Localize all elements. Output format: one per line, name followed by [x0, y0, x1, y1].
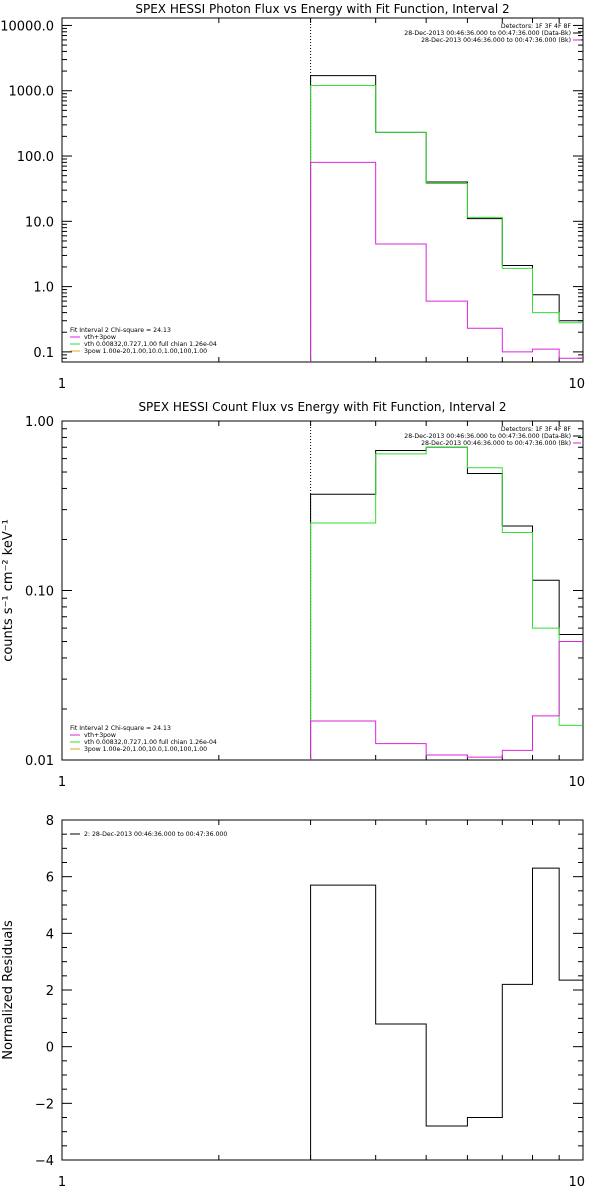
y-tick-label: 0.1 — [33, 346, 54, 361]
legend-entry: 28-Dec-2013 00:46:36.000 to 00:47:36.000… — [404, 433, 571, 440]
x-tick-label: 1 — [58, 377, 66, 392]
series-black-histogram — [310, 446, 583, 760]
legend-entry: Fit Interval 2 Chi-square = 24.13 — [70, 725, 171, 732]
y-tick-label: 8 — [46, 814, 54, 829]
y-tick-label: 0.01 — [25, 754, 54, 769]
y-tick-label: 10.0 — [25, 215, 54, 230]
y-tick-label: 1000.0 — [9, 85, 55, 100]
x-tick-label: 1 — [58, 775, 66, 790]
y-tick-label: 1.00 — [25, 415, 54, 430]
legend-entry: vth+3pow — [84, 334, 116, 341]
legend-entry: 28-Dec-2013 00:46:36.000 to 00:47:36.000… — [421, 37, 571, 44]
x-tick-label: 10 — [568, 775, 585, 790]
x-tick-label: 10 — [568, 377, 585, 392]
legend-entry: Detectors: 1F 3F 4F 8F — [501, 426, 572, 433]
legend-entry: Detectors: 1F 3F 4F 8F — [501, 23, 572, 30]
y-tick-label: 10000.0 — [0, 19, 54, 34]
y-tick-label: 1.0 — [33, 281, 54, 296]
y-axis-label: Normalized Residuals — [1, 920, 16, 1060]
chart-panel-1: SPEX HESSI Photon Flux vs Energy with Fi… — [0, 2, 585, 392]
y-tick-label: −4 — [35, 1154, 54, 1169]
x-tick-label: 1 — [58, 1175, 66, 1190]
y-tick-label: −2 — [35, 1097, 54, 1112]
plot-frame — [61, 819, 584, 1161]
series-green-histogram — [310, 446, 583, 760]
legend-entry: 3pow 1.00e-20,1.00,10.0,1.00,100,1.00 — [84, 746, 207, 753]
legend-entry: 28-Dec-2013 00:46:36.000 to 00:47:36.000… — [421, 440, 571, 447]
y-tick-label: 2 — [46, 984, 54, 999]
chart-title: SPEX HESSI Photon Flux vs Energy with Fi… — [135, 2, 509, 16]
legend-entry: vth 0.00832,0.727,1.00 full chian 1.26e-… — [84, 739, 217, 746]
chart-panel-3: 1 10 −4 −2 0 2 4 6 8 Normalized Residuals 2: 28-De… — [1, 814, 585, 1190]
series-magenta-histogram — [310, 641, 583, 760]
plot-frame — [61, 17, 584, 363]
legend-entry: 2: 28-Dec-2013 00:46:36.000 to 00:47:36.… — [84, 831, 227, 838]
y-tick-label: 0 — [46, 1041, 54, 1056]
legend-entry: vth 0.00832,0.727,1.00 full chian 1.26e-… — [84, 341, 217, 348]
y-tick-label: 4 — [46, 927, 54, 942]
y-tick-label: 100.0 — [17, 150, 54, 165]
legend-entry: vth+3pow — [84, 732, 116, 739]
chart-title: SPEX HESSI Count Flux vs Energy with Fit… — [138, 400, 506, 414]
legend-entry: 28-Dec-2013 00:46:36.000 to 00:47:36.000… — [404, 30, 571, 37]
y-tick-label: 0.10 — [25, 585, 54, 600]
y-tick-label: 6 — [46, 871, 54, 886]
series-green-histogram — [310, 85, 583, 362]
x-tick-label: 10 — [568, 1175, 585, 1190]
plot-frame — [61, 420, 584, 761]
series-magenta-histogram — [310, 161, 583, 362]
chart-panel-2: SPEX HESSI Count Flux vs Energy with Fit… — [1, 400, 585, 790]
legend-entry: Fit Interval 2 Chi-square = 24.13 — [70, 327, 171, 334]
series-black-histogram — [310, 75, 583, 362]
legend-entry: 3pow 1.00e-20,1.00,10.0,1.00,100,1.00 — [84, 348, 207, 355]
y-axis-label: counts s⁻¹ cm⁻² keV⁻¹ — [1, 519, 16, 662]
series-black-histogram — [310, 867, 583, 1160]
